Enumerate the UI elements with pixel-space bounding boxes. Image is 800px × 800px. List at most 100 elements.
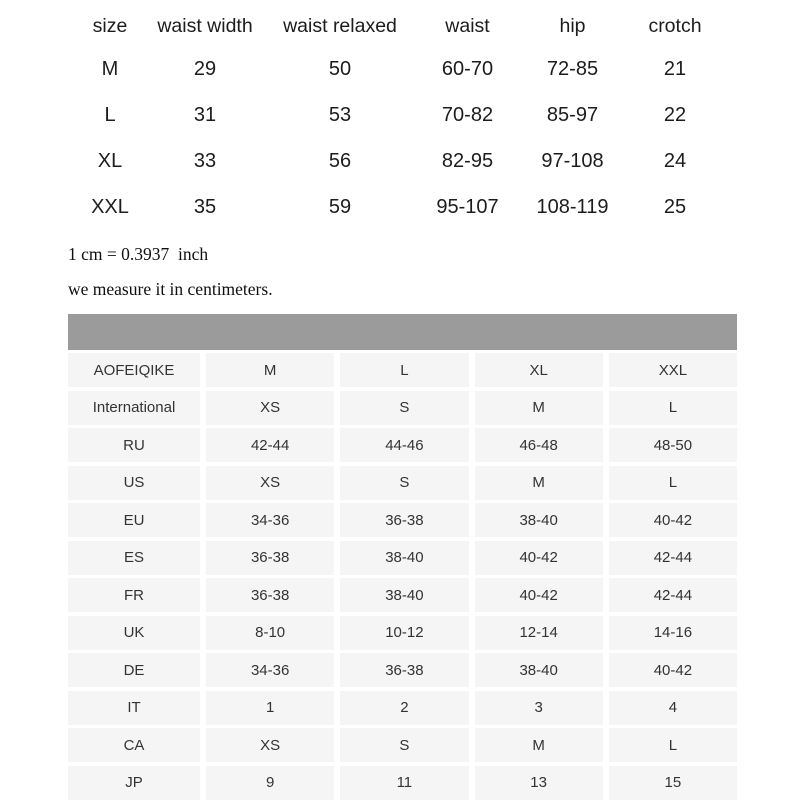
chart-value-de-2: 38-40 [474,653,603,687]
column-header-hip: hip [559,14,586,37]
measurement-header-row: size waist width waist relaxed waist hip crot… [70,6,720,46]
chart-value-it-2: 3 [474,690,603,725]
chart-value-eu-2: 38-40 [474,503,603,537]
chart-value-ru-3: 48-50 [608,428,737,462]
chart-value-eu-3: 40-42 [608,503,737,537]
chart-row-label-ca: CA [68,728,200,762]
chart-value-uk-0: 8-10 [206,615,335,650]
measurement-value: 60-70 [441,57,494,80]
chart-value-ca-0: XS [206,728,335,762]
measurement-value: 108-119 [536,195,609,218]
measurement-row-m: M 29 50 60-70 72-85 21 [70,46,720,92]
chart-value-ca-1: S [340,728,469,762]
cm-inch-conversion-note: 1 cm = 0.3937 inch [68,244,209,264]
measurement-value: 35 [193,195,217,218]
size-chart-grid: AOFEIQIKE M L XL XXL International XS S M L RU 42-4… [68,353,737,800]
column-header-size: size [92,14,128,37]
chart-row-label-es: ES [68,540,200,575]
chart-value-de-1: 36-38 [340,653,469,687]
chart-value-ru-1: 44-46 [340,428,469,462]
measurement-value: 97-108 [541,149,604,172]
chart-row-label-fr: FR [68,578,200,612]
chart-value-international-0: XS [206,390,335,425]
measurement-value: 82-95 [441,149,494,172]
measurement-row-xl: XL 33 56 82-95 97-108 24 [70,138,720,184]
chart-value-fr-2: 40-42 [474,578,603,612]
size-label: XL [97,149,123,172]
measurement-value: 24 [663,149,687,172]
measurement-value: 53 [328,103,352,126]
size-label: M [101,57,119,80]
measurement-row-l: L 31 53 70-82 85-97 22 [70,92,720,138]
chart-row-label-uk: UK [68,615,200,650]
measurement-value: 95-107 [436,195,499,218]
size-chart-header-bar [68,314,737,350]
chart-value-aofeiqike-0: M [206,353,335,387]
measurement-value: 31 [193,103,217,126]
column-header-waist-width: waist width [157,14,253,37]
chart-value-ca-3: L [608,728,737,762]
measurement-value: 59 [328,195,352,218]
chart-value-it-0: 1 [206,690,335,725]
chart-value-eu-1: 36-38 [340,503,469,537]
measurement-value: 72-85 [546,57,599,80]
measurement-value: 29 [193,57,217,80]
measurement-notes: 1 cm = 0.3937 inch we measure it in cent… [68,244,800,300]
chart-value-international-1: S [340,390,469,425]
chart-value-jp-0: 9 [206,765,335,800]
chart-value-us-1: S [340,465,469,500]
chart-value-de-3: 40-42 [608,653,737,687]
chart-value-ca-2: M [474,728,603,762]
measurement-value: 21 [663,57,687,80]
column-header-waist-relaxed: waist relaxed [283,14,397,37]
chart-value-jp-3: 15 [608,765,737,800]
measurement-value: 70-82 [441,103,494,126]
chart-value-us-3: L [608,465,737,500]
size-label: L [104,103,116,126]
chart-value-ru-2: 46-48 [474,428,603,462]
measurement-table: size waist width waist relaxed waist hip crot… [70,6,720,230]
chart-value-it-1: 2 [340,690,469,725]
chart-value-ru-0: 42-44 [206,428,335,462]
measurement-unit-note: we measure it in centimeters. [68,279,273,299]
international-size-chart: AOFEIQIKE M L XL XXL International XS S M L RU 42-4… [68,314,737,800]
chart-row-label-us: US [68,465,200,500]
chart-value-fr-1: 38-40 [340,578,469,612]
chart-value-jp-2: 13 [474,765,603,800]
chart-value-it-3: 4 [608,690,737,725]
chart-row-label-jp: JP [68,765,200,800]
chart-value-de-0: 34-36 [206,653,335,687]
chart-value-jp-1: 11 [340,765,469,800]
measurement-row-xxl: XXL 35 59 95-107 108-119 25 [70,184,720,230]
chart-value-es-2: 40-42 [474,540,603,575]
chart-value-us-2: M [474,465,603,500]
chart-value-aofeiqike-3: XXL [608,353,737,387]
chart-value-us-0: XS [206,465,335,500]
measurement-value: 56 [328,149,352,172]
chart-value-es-3: 42-44 [608,540,737,575]
chart-value-es-1: 38-40 [340,540,469,575]
column-header-crotch: crotch [648,14,702,37]
measurement-value: 85-97 [546,103,599,126]
measurement-value: 25 [663,195,687,218]
measurement-value: 50 [328,57,352,80]
chart-row-label-ru: RU [68,428,200,462]
chart-value-international-2: M [474,390,603,425]
measurement-value: 22 [663,103,687,126]
chart-value-uk-1: 10-12 [340,615,469,650]
chart-row-label-eu: EU [68,503,200,537]
chart-value-aofeiqike-1: L [340,353,469,387]
chart-value-fr-3: 42-44 [608,578,737,612]
chart-value-eu-0: 34-36 [206,503,335,537]
chart-value-international-3: L [608,390,737,425]
chart-value-aofeiqike-2: XL [474,353,603,387]
chart-row-label-de: DE [68,653,200,687]
chart-value-uk-3: 14-16 [608,615,737,650]
size-label: XXL [91,195,129,218]
chart-value-fr-0: 36-38 [206,578,335,612]
column-header-waist: waist [445,14,490,37]
chart-row-label-international: International [68,390,200,425]
measurement-value: 33 [193,149,217,172]
chart-row-label-it: IT [68,690,200,725]
